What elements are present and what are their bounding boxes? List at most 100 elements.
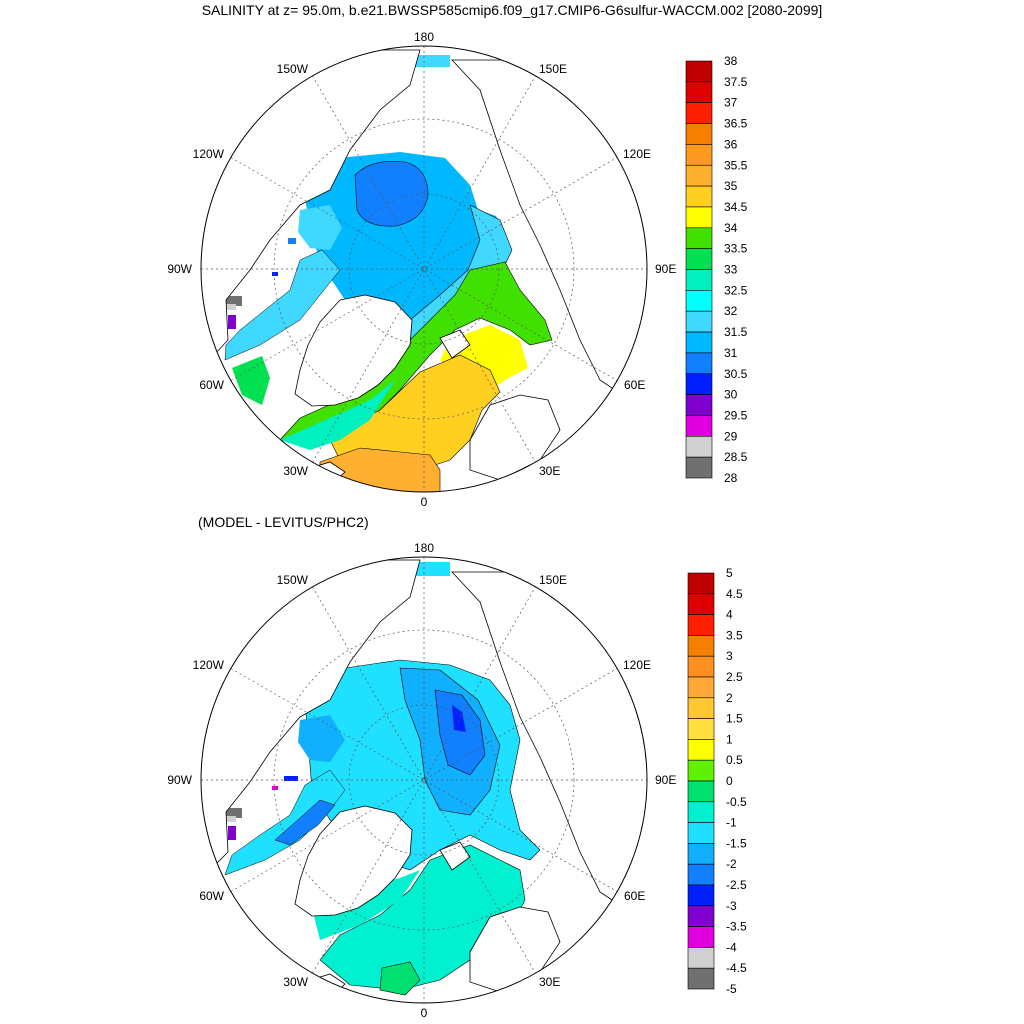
colorbar-tick-label: 32 [724, 304, 738, 318]
difference-region-minus-4-5 [226, 816, 236, 822]
difference-graticule [201, 557, 647, 1003]
colorbar-swatch [687, 967, 715, 990]
colorbar-tick-label: 1.5 [726, 712, 743, 726]
difference-region-0 [379, 961, 421, 996]
lon-label: 90E [655, 262, 676, 276]
colorbar-swatch [685, 290, 713, 312]
colorbar-swatch [685, 269, 713, 291]
colorbar-tick-label: 36.5 [724, 117, 748, 131]
lon-label: 120E [623, 658, 651, 672]
lon-label: 60E [624, 889, 645, 903]
colorbar-tick-label: 5 [726, 566, 733, 580]
colorbar-swatch [685, 81, 713, 103]
lon-label: 150E [539, 573, 567, 587]
colorbar-swatch [687, 739, 715, 761]
colorbar-swatch [687, 884, 715, 907]
iceland-land [303, 973, 346, 997]
colorbar-swatch [685, 185, 713, 208]
colorbar-tick-label: 36 [724, 137, 738, 151]
salinity-ocean-field [201, 49, 647, 492]
colorbar-tick-label: 2.5 [726, 670, 743, 684]
colorbar-swatch [685, 123, 713, 145]
colorbar-swatch [687, 614, 715, 636]
colorbar-tick-label: 1 [726, 732, 733, 746]
lon-label: 120W [193, 147, 225, 161]
colorbar-tick-label: 29.5 [724, 408, 748, 422]
scandinavia-land [469, 906, 561, 993]
colorbar-swatch [687, 801, 715, 823]
colorbar-tick-label: 0 [726, 774, 733, 788]
colorbar-tick-label: 30.5 [724, 367, 748, 381]
lon-label: 30E [539, 464, 560, 478]
lon-label: 30E [539, 975, 560, 989]
difference-panel-title: (MODEL - LEVITUS/PHC2) [198, 514, 369, 530]
salinity-region-29-5 [228, 315, 236, 329]
colorbar-tick-label: 33 [724, 263, 738, 277]
colorbar-swatch [687, 572, 715, 595]
salinity-region-35 [329, 354, 501, 471]
colorbar-swatch [685, 206, 713, 229]
colorbar-tick-label: 28.5 [724, 450, 748, 464]
lon-label: 90W [167, 773, 192, 787]
colorbar-swatch [687, 676, 715, 699]
lon-label: 60W [199, 889, 224, 903]
colorbar-swatch [685, 331, 713, 354]
scandinavia-land [469, 394, 561, 481]
difference-ocean-field [201, 559, 647, 1003]
colorbar-tick-label: 38 [724, 54, 738, 68]
lon-label: 180 [414, 541, 434, 555]
colorbar-tick-label: 28 [724, 471, 738, 485]
colorbar-tick-label: 29 [724, 429, 738, 443]
difference-region-minus-4 [272, 786, 278, 790]
colorbar-swatch [685, 352, 713, 375]
colorbar-tick-label: -2.5 [726, 878, 747, 892]
difference-map-panel: 180 150E 120E 90E 60E 30E 0 30W 60W 90W … [167, 541, 747, 1020]
difference-region-channels [298, 715, 345, 762]
difference-region-minus-1-baffin [224, 769, 346, 876]
colorbar-tick-label: 31 [724, 346, 738, 360]
greenland-land [294, 805, 413, 917]
salinity-region-32-channels [298, 205, 342, 250]
colorbar-swatch [685, 164, 713, 187]
colorbar-swatch [687, 759, 715, 782]
colorbar-swatch [685, 248, 713, 270]
colorbar-tick-label: 3 [726, 649, 733, 663]
difference-region-minus-3-5 [228, 826, 236, 840]
colorbar-swatch [685, 144, 713, 166]
greenland-land [294, 294, 413, 407]
salinity-region-29 [226, 304, 236, 310]
difference-region-minus-2 [434, 689, 486, 776]
labrador-land [201, 896, 269, 1003]
salinity-region-31 [354, 161, 429, 227]
difference-meridian-labels: 180 150E 120E 90E 60E 30E 0 30W 60W 90W … [167, 541, 676, 1020]
difference-region-minus-0-5-nordic [310, 870, 420, 940]
colorbar-tick-label: -1 [726, 816, 737, 830]
figure-title: SALINITY at z= 95.0m, b.e21.BWSSP585cmip… [201, 2, 823, 18]
colorbar-swatch [687, 697, 715, 719]
colorbar-tick-label: -3.5 [726, 920, 747, 934]
lon-label: 120E [623, 147, 651, 161]
lon-label: 0 [421, 1006, 428, 1020]
colorbar-tick-label: 35.5 [724, 158, 748, 172]
colorbar-swatch [687, 843, 715, 865]
difference-colorbar: 5 4.5 4 3.5 3 2.5 2 1.5 1 0.5 0 -0.5 -1 -1.5 -2 -2.5 -3 -… [687, 566, 747, 996]
colorbar-tick-label: 37 [724, 96, 738, 110]
salinity-region-33 [280, 380, 395, 450]
colorbar-tick-label: -4 [726, 940, 737, 954]
svalbard-land [439, 329, 471, 359]
difference-region-minus-5 [222, 808, 242, 818]
lon-label: 60W [199, 378, 224, 392]
salinity-region-30 [272, 272, 278, 276]
salinity-meridian-labels: 180 150E 120E 90E 60E 30E 0 30W 60W 90W … [167, 30, 676, 509]
salinity-map-panel: 180 150E 120E 90E 60E 30E 0 30W 60W 90W … [167, 30, 747, 509]
colorbar-swatch [687, 635, 715, 657]
colorbar-tick-label: 32.5 [724, 283, 748, 297]
colorbar-swatch [685, 310, 713, 333]
salinity-region-33-labrador [232, 356, 270, 405]
colorbar-swatch [685, 373, 713, 395]
colorbar-swatch [685, 102, 713, 124]
colorbar-tick-label: -2 [726, 857, 737, 871]
colorbar-tick-label: -5 [726, 982, 737, 996]
salinity-colorbar: 38 37.5 37 36.5 36 35.5 35 34.5 34 33.5 33 32.5 32 31… [685, 54, 748, 485]
